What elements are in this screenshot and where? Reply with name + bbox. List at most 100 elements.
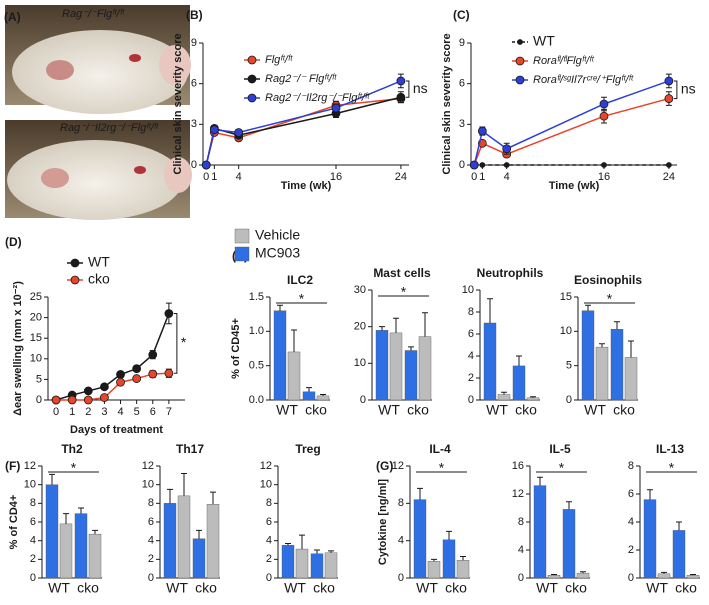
data-point (396, 92, 406, 102)
legend-label: MC903 (255, 245, 300, 261)
data-point (664, 94, 674, 103)
y-tick-label: 20 (354, 321, 366, 333)
bar (657, 573, 671, 579)
bar (418, 336, 432, 401)
bar (533, 485, 547, 579)
significance-label: * (71, 460, 77, 476)
y-tick-label: 5 (36, 373, 42, 385)
y-tick-label: 8 (518, 516, 524, 528)
y-tick-label: 0 (266, 572, 272, 584)
y-tick-label: 20 (30, 312, 42, 324)
data-point (116, 377, 125, 387)
x-tick-label: 4 (504, 171, 510, 183)
error-bar (422, 312, 428, 337)
y-tick-label: 9 (191, 37, 197, 49)
legend-marker (247, 93, 257, 103)
legend-marker (517, 39, 523, 45)
x-tick-label: cko (407, 402, 429, 418)
error-bar (181, 472, 187, 496)
y-tick-label: 6 (468, 328, 474, 340)
x-tick-label: WT (486, 402, 508, 418)
significance-bracket (173, 312, 178, 374)
error-bar (551, 574, 557, 576)
x-tick-label: 16 (330, 171, 342, 183)
data-point (83, 395, 93, 405)
y-tick-label: 10 (462, 284, 474, 296)
panel-label: (D) (5, 235, 22, 249)
significance-label: * (181, 334, 187, 350)
y-tick-label: 0 (628, 572, 634, 584)
data-point (116, 370, 125, 379)
legend-marker (70, 275, 80, 285)
error-bar (379, 326, 385, 331)
error-bar (585, 304, 591, 311)
x-tick-label: 4 (117, 406, 123, 418)
x-tick-label: WT (584, 402, 606, 418)
error-bar (537, 476, 543, 486)
x-tick-label: 0 (203, 171, 209, 183)
bar (88, 533, 102, 579)
data-point (599, 99, 609, 109)
y-tick-label: 1.5 (249, 291, 264, 303)
bar (295, 548, 309, 579)
panel-label: (G) (376, 459, 393, 473)
x-tick-label: cko (77, 580, 99, 596)
error-bar (299, 534, 305, 550)
y-tick-label: 12 (142, 460, 154, 472)
significance-bracket (673, 80, 678, 100)
x-tick-label: 5 (134, 406, 140, 418)
error-bar (210, 491, 216, 505)
data-point (502, 144, 512, 154)
y-tick-label: 8 (468, 306, 474, 318)
y-tick-label: 8 (628, 460, 634, 472)
x-tick-label: WT (416, 580, 438, 596)
x-tick-label: WT (166, 580, 188, 596)
error-bar (676, 521, 682, 531)
data-point (664, 76, 674, 86)
y-tick-label: 25 (30, 291, 42, 303)
bar (643, 499, 657, 579)
error-bar (408, 346, 414, 351)
subplot-title: Th17 (176, 442, 204, 456)
error-bar (417, 487, 423, 500)
x-tick-label: 2 (85, 406, 91, 418)
x-tick-label: 0 (471, 171, 477, 183)
bar (456, 560, 470, 579)
y-tick-label: 15 (560, 291, 572, 303)
legend-label: Vehicle (255, 227, 300, 243)
bar (442, 539, 456, 579)
subplot-title: IL-13 (656, 442, 684, 456)
error-bar (63, 513, 69, 524)
y-tick-label: 8 (148, 497, 154, 509)
panel-label: (A) (4, 10, 21, 24)
y-tick-label: 6 (191, 78, 197, 90)
significance-label: * (559, 460, 565, 476)
y-tick-label: 4 (148, 535, 154, 547)
x-tick-label: cko (613, 402, 635, 418)
bar (206, 504, 220, 579)
y-tick-label: 16 (512, 460, 524, 472)
legend-label: WT (88, 254, 110, 270)
x-tick-label: 7 (166, 406, 172, 418)
error-bar (501, 391, 507, 395)
x-tick-label: cko (445, 580, 467, 596)
bar (45, 484, 59, 579)
x-tick-label: 3 (101, 406, 107, 418)
bar (316, 395, 330, 401)
bar (427, 561, 441, 579)
legend-label: Roraᶠˡ/ˢᵍIl7rᶜʳᵉ/⁺Flgᶠᵗ/ᶠᵗ (533, 74, 634, 86)
x-tick-label: cko (675, 580, 697, 596)
subplot-title: Mast cells (373, 266, 431, 280)
bar (281, 545, 295, 579)
data-point (479, 162, 486, 168)
y-tick-label: 12 (512, 488, 524, 500)
error-bar (580, 571, 586, 574)
error-bar (306, 387, 312, 392)
y-tick-label: 8 (398, 497, 404, 509)
data-point (67, 395, 77, 405)
data-point (164, 309, 174, 318)
bar (287, 351, 301, 401)
y-tick-label: 2 (30, 553, 36, 565)
bar (413, 499, 427, 579)
bar (497, 394, 511, 401)
